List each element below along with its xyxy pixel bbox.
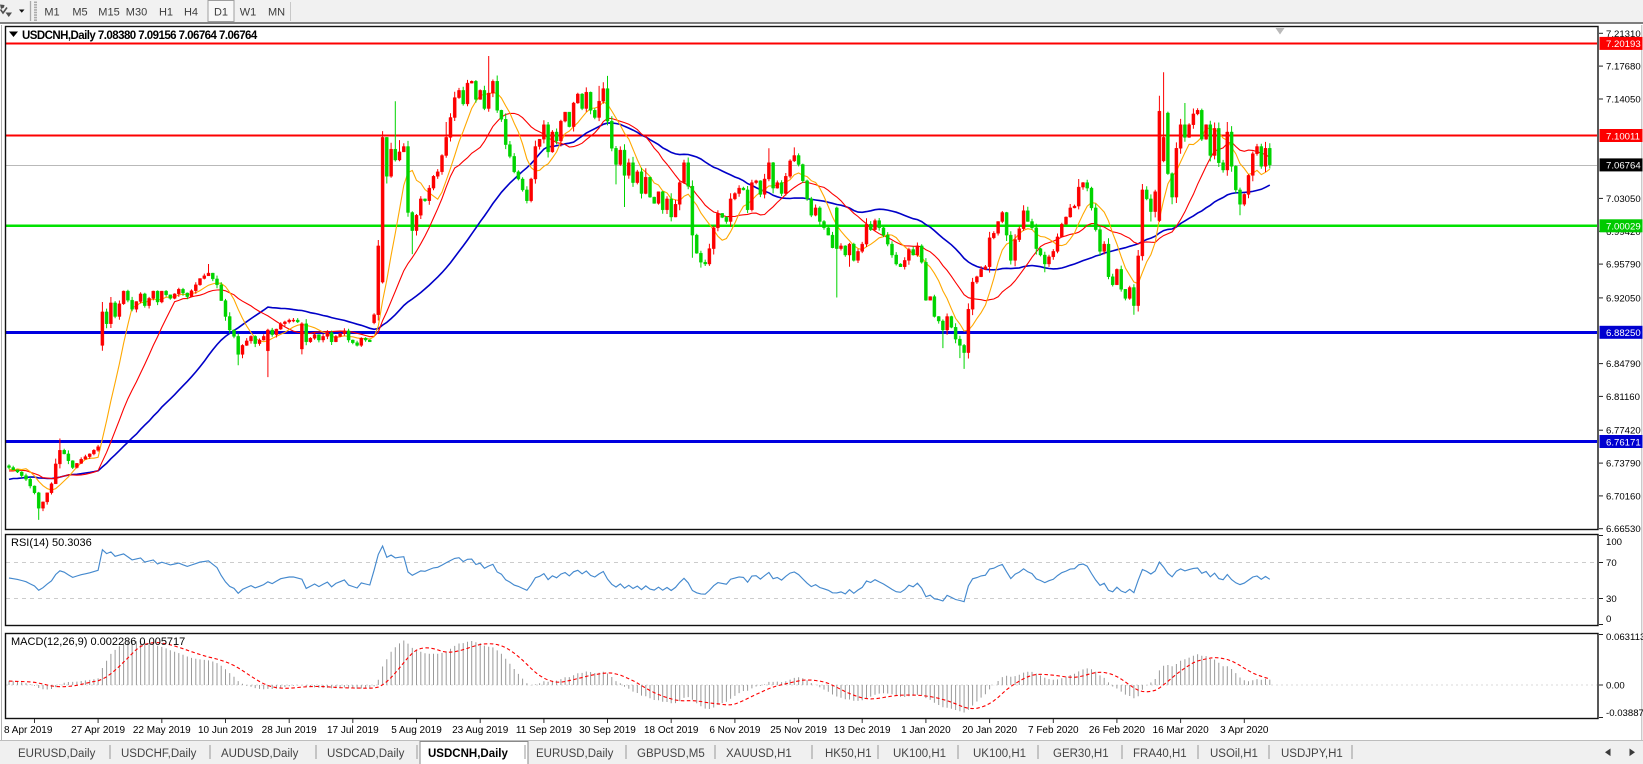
- svg-text:22 May 2019: 22 May 2019: [133, 725, 191, 736]
- svg-text:16 Mar 2020: 16 Mar 2020: [1153, 725, 1210, 736]
- svg-text:0.00: 0.00: [1606, 681, 1625, 692]
- svg-text:H4: H4: [184, 7, 198, 19]
- svg-text:6.70160: 6.70160: [1606, 491, 1641, 502]
- svg-text:7.21310: 7.21310: [1606, 29, 1641, 40]
- svg-text:7.14050: 7.14050: [1606, 95, 1641, 106]
- svg-text:EURUSD,Daily: EURUSD,Daily: [536, 748, 614, 760]
- svg-text:H1: H1: [159, 7, 173, 19]
- svg-text:HK50,H1: HK50,H1: [825, 748, 872, 760]
- svg-text:70: 70: [1606, 558, 1617, 569]
- svg-text:7.10011: 7.10011: [1606, 131, 1640, 142]
- svg-text:6.81160: 6.81160: [1606, 392, 1640, 403]
- svg-text:GER30,H1: GER30,H1: [1053, 748, 1109, 760]
- svg-text:25 Nov 2019: 25 Nov 2019: [770, 725, 827, 736]
- svg-text:6 Nov 2019: 6 Nov 2019: [709, 725, 761, 736]
- svg-text:M30: M30: [126, 7, 147, 19]
- svg-text:USOil,H1: USOil,H1: [1210, 748, 1258, 760]
- svg-text:26 Feb 2020: 26 Feb 2020: [1089, 725, 1146, 736]
- svg-text:AUDUSD,Daily: AUDUSD,Daily: [221, 748, 299, 760]
- svg-text:100: 100: [1606, 537, 1622, 548]
- svg-text:13 Dec 2019: 13 Dec 2019: [834, 725, 891, 736]
- svg-text:6.92050: 6.92050: [1606, 293, 1641, 304]
- svg-text:MACD(12,26,9) 0.002286 0.00571: MACD(12,26,9) 0.002286 0.005717: [11, 636, 185, 648]
- svg-text:-0.038872: -0.038872: [1606, 708, 1643, 719]
- svg-text:USDCNH,Daily 7.08380 7.09156: USDCNH,Daily 7.08380 7.09156 7.06764 7.0…: [22, 30, 258, 42]
- svg-text:20 Jan 2020: 20 Jan 2020: [962, 725, 1017, 736]
- svg-text:6.77420: 6.77420: [1606, 426, 1641, 437]
- svg-text:7 Feb 2020: 7 Feb 2020: [1028, 725, 1079, 736]
- svg-text:17 Jul 2019: 17 Jul 2019: [327, 725, 379, 736]
- svg-text:30: 30: [1606, 594, 1617, 605]
- svg-text:6.84790: 6.84790: [1606, 359, 1641, 370]
- svg-text:RSI(14) 50.3036: RSI(14) 50.3036: [11, 537, 92, 549]
- svg-text:M15: M15: [98, 7, 119, 19]
- svg-text:USDCAD,Daily: USDCAD,Daily: [327, 748, 405, 760]
- svg-text:GBPUSD,M5: GBPUSD,M5: [637, 748, 705, 760]
- svg-text:UK100,H1: UK100,H1: [973, 748, 1026, 760]
- svg-text:USDCNH,Daily: USDCNH,Daily: [428, 748, 508, 760]
- svg-text:0: 0: [1606, 614, 1611, 625]
- svg-text:M5: M5: [72, 7, 87, 19]
- svg-text:10 Jun 2019: 10 Jun 2019: [198, 725, 253, 736]
- svg-text:18 Oct 2019: 18 Oct 2019: [644, 725, 699, 736]
- svg-text:6.76171: 6.76171: [1606, 437, 1641, 448]
- svg-text:8 Apr 2019: 8 Apr 2019: [4, 725, 53, 736]
- svg-text:7.06764: 7.06764: [1606, 161, 1641, 172]
- svg-text:6.66530: 6.66530: [1606, 524, 1641, 535]
- svg-text:USDJPY,H1: USDJPY,H1: [1281, 748, 1343, 760]
- svg-text:7.03050: 7.03050: [1606, 194, 1641, 205]
- svg-text:27 Apr 2019: 27 Apr 2019: [71, 725, 125, 736]
- svg-text:11 Sep 2019: 11 Sep 2019: [516, 725, 572, 736]
- svg-text:UK100,H1: UK100,H1: [893, 748, 946, 760]
- svg-text:XAUUSD,H1: XAUUSD,H1: [726, 748, 792, 760]
- svg-text:7.00029: 7.00029: [1606, 222, 1641, 233]
- svg-text:W1: W1: [240, 7, 257, 19]
- svg-text:23 Aug 2019: 23 Aug 2019: [452, 725, 509, 736]
- svg-text:0.063113: 0.063113: [1606, 632, 1643, 643]
- svg-text:3 Apr 2020: 3 Apr 2020: [1220, 725, 1269, 736]
- svg-text:USDCHF,Daily: USDCHF,Daily: [121, 748, 197, 760]
- svg-text:FRA40,H1: FRA40,H1: [1133, 748, 1187, 760]
- svg-text:MN: MN: [268, 7, 285, 19]
- svg-text:7.20193: 7.20193: [1606, 39, 1641, 50]
- svg-text:6.73790: 6.73790: [1606, 459, 1641, 470]
- svg-text:1 Jan 2020: 1 Jan 2020: [901, 725, 951, 736]
- svg-text:D1: D1: [214, 7, 228, 19]
- svg-text:7.17680: 7.17680: [1606, 62, 1641, 73]
- svg-text:6.88250: 6.88250: [1606, 328, 1641, 339]
- svg-text:6.95790: 6.95790: [1606, 260, 1641, 271]
- svg-text:EURUSD,Daily: EURUSD,Daily: [18, 748, 96, 760]
- svg-text:30 Sep 2019: 30 Sep 2019: [579, 725, 636, 736]
- svg-text:28 Jun 2019: 28 Jun 2019: [262, 725, 317, 736]
- svg-text:5 Aug 2019: 5 Aug 2019: [391, 725, 442, 736]
- svg-text:M1: M1: [44, 7, 59, 19]
